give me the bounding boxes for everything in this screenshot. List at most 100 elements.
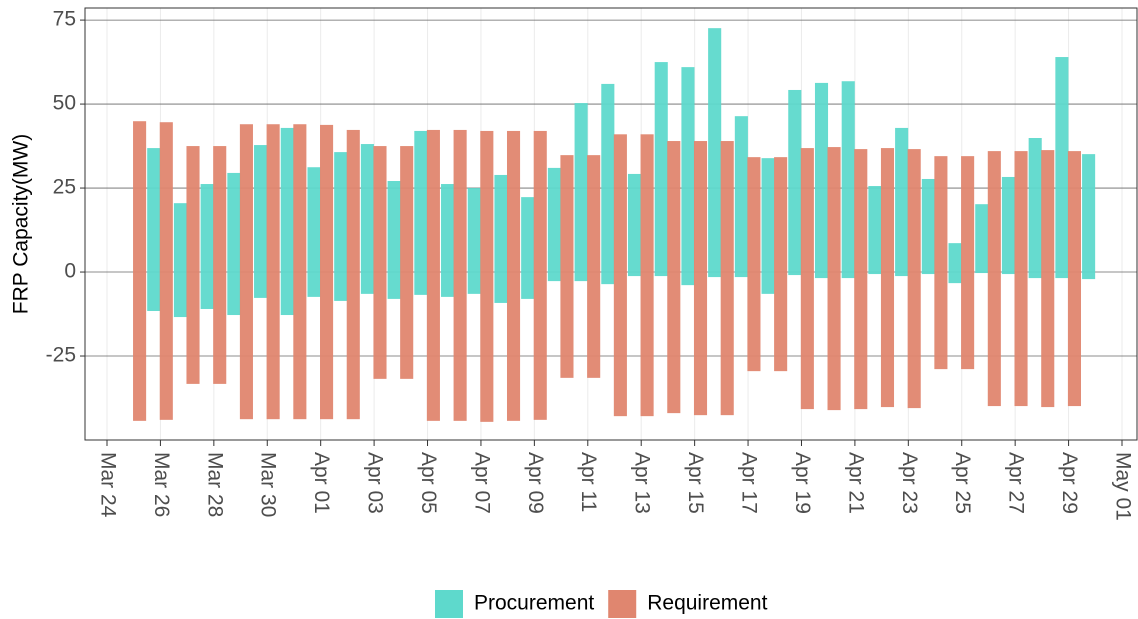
bar xyxy=(453,129,467,421)
bar xyxy=(133,121,147,421)
bar xyxy=(827,147,841,411)
bar xyxy=(426,129,440,421)
bar xyxy=(654,62,668,277)
bar xyxy=(414,130,428,295)
plot-border xyxy=(84,7,1138,441)
y-tick-label: 0 xyxy=(64,260,76,283)
bar xyxy=(346,129,360,420)
bar xyxy=(441,184,455,297)
bar xyxy=(800,148,814,410)
bar xyxy=(254,145,268,298)
bar xyxy=(334,152,348,301)
y-axis-label: FRP Capacity(MW) xyxy=(10,134,33,314)
x-tick-label: Apr 21 xyxy=(844,452,867,514)
bar xyxy=(774,157,788,372)
bar xyxy=(987,151,1001,407)
bar xyxy=(601,83,615,285)
bar xyxy=(373,146,387,379)
x-tick-label: Apr 05 xyxy=(417,452,440,514)
x-tick-label: May 01 xyxy=(1111,452,1134,521)
y-tick-label: -25 xyxy=(46,344,76,367)
bar xyxy=(521,197,535,299)
bar xyxy=(708,28,722,278)
bar xyxy=(681,67,695,286)
bar xyxy=(266,124,280,420)
bar xyxy=(627,173,642,277)
y-tick-label: 50 xyxy=(53,92,76,115)
x-tick-label: Apr 25 xyxy=(951,452,974,514)
bar xyxy=(921,178,935,275)
bar xyxy=(293,124,307,420)
bar xyxy=(1082,154,1096,280)
x-tick-label: Apr 03 xyxy=(364,452,387,514)
bar xyxy=(934,156,948,370)
bar xyxy=(854,149,868,410)
bar xyxy=(814,82,829,279)
x-tick-label: Apr 29 xyxy=(1058,452,1081,514)
bar xyxy=(147,148,161,312)
bar xyxy=(360,144,374,294)
bar xyxy=(560,155,574,378)
bar xyxy=(841,81,855,279)
y-tick-label: 75 xyxy=(53,8,76,31)
bar xyxy=(200,184,214,309)
x-tick-label: Apr 27 xyxy=(1005,452,1028,514)
bar xyxy=(788,89,802,276)
x-tick-label: Mar 24 xyxy=(96,452,119,518)
x-tick-label: Mar 26 xyxy=(150,452,173,517)
bar xyxy=(907,149,921,409)
bar xyxy=(280,127,294,316)
bar xyxy=(506,130,521,421)
y-tick-label: 25 xyxy=(53,176,76,199)
bar xyxy=(693,141,708,416)
bar xyxy=(307,167,321,297)
bar xyxy=(159,122,173,420)
x-tick-label: Mar 28 xyxy=(203,452,226,517)
bar xyxy=(880,148,895,408)
legend-label: Procurement xyxy=(474,592,594,615)
bar xyxy=(574,103,588,282)
bar xyxy=(227,172,241,316)
legend-label: Requirement xyxy=(647,592,767,615)
bar xyxy=(320,124,334,420)
x-tick-label: Mar 30 xyxy=(257,452,280,517)
bar xyxy=(1067,151,1081,407)
bar xyxy=(1014,151,1028,407)
bar xyxy=(547,167,561,282)
bar xyxy=(173,203,187,318)
x-tick-label: Apr 11 xyxy=(577,452,600,512)
bar xyxy=(239,124,253,420)
bar xyxy=(747,157,761,372)
bar xyxy=(467,188,481,294)
x-tick-label: Apr 17 xyxy=(738,452,761,514)
bar xyxy=(1028,138,1042,279)
bar xyxy=(494,174,508,303)
bar xyxy=(948,243,962,284)
bar xyxy=(895,127,909,277)
bar xyxy=(667,141,681,414)
legend-swatch xyxy=(608,590,637,618)
bar xyxy=(533,130,547,420)
bar xyxy=(640,134,654,417)
x-tick-label: Apr 15 xyxy=(684,452,707,514)
bar xyxy=(480,130,494,422)
bar xyxy=(734,116,748,278)
bar xyxy=(387,181,401,299)
bar xyxy=(186,146,200,384)
bar xyxy=(975,204,989,274)
bar xyxy=(1041,150,1055,408)
bar xyxy=(1055,57,1069,279)
x-tick-label: Apr 09 xyxy=(524,452,547,514)
bar xyxy=(761,158,775,294)
bar xyxy=(961,156,975,370)
x-tick-label: Apr 19 xyxy=(791,452,814,514)
bar xyxy=(720,141,734,416)
bar xyxy=(868,186,882,275)
bar xyxy=(1001,176,1016,275)
x-tick-label: Apr 01 xyxy=(310,452,333,514)
bar xyxy=(587,155,601,378)
bar xyxy=(613,134,627,417)
legend-swatch xyxy=(435,590,463,618)
x-tick-label: Apr 13 xyxy=(631,452,654,514)
